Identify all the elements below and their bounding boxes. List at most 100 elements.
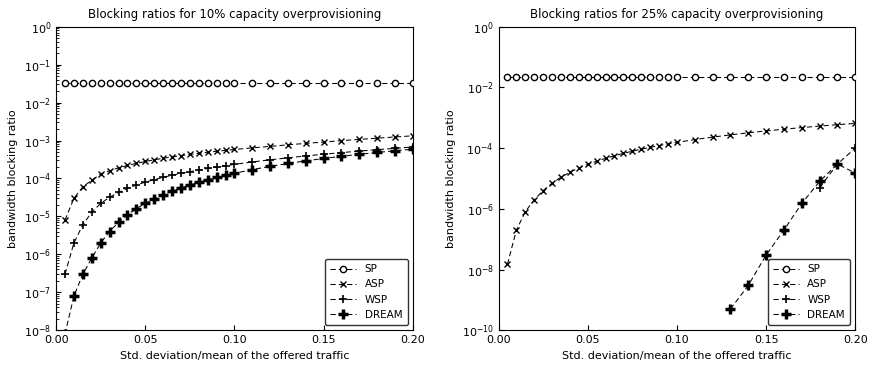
SP [663, 75, 674, 79]
WSP [122, 186, 132, 190]
WSP [158, 175, 168, 180]
ASP [609, 154, 619, 158]
SP [283, 81, 293, 86]
SP [618, 75, 629, 79]
SP [166, 81, 177, 86]
ASP [140, 159, 151, 164]
SP [672, 75, 682, 79]
DREAM [354, 152, 364, 156]
Y-axis label: bandwidth blocking ratio: bandwidth blocking ratio [9, 109, 18, 248]
WSP [247, 160, 258, 164]
SP [176, 81, 187, 86]
SP [95, 81, 106, 86]
DREAM [60, 332, 70, 336]
SP [547, 75, 557, 79]
SP [707, 75, 717, 79]
ASP [283, 142, 293, 147]
ASP [202, 150, 213, 155]
DREAM [336, 154, 347, 159]
ASP [185, 152, 195, 156]
SP [78, 81, 88, 86]
ASP [407, 134, 418, 138]
DREAM [122, 213, 132, 217]
ASP [511, 228, 521, 232]
DREAM [832, 162, 843, 166]
ASP [761, 129, 772, 133]
SP [104, 81, 115, 86]
ASP [113, 166, 124, 170]
SP [761, 75, 772, 79]
ASP [627, 149, 638, 154]
ASP [230, 147, 240, 152]
DREAM [68, 294, 79, 298]
ASP [78, 184, 88, 189]
ASP [87, 178, 97, 182]
WSP [78, 223, 88, 227]
ASP [265, 144, 275, 149]
Line: ASP: ASP [504, 120, 858, 268]
DREAM [850, 171, 860, 175]
DREAM [87, 256, 97, 260]
ASP [220, 148, 230, 152]
ASP [850, 121, 860, 125]
DREAM [211, 175, 222, 180]
DREAM [202, 177, 213, 182]
ASP [131, 161, 142, 166]
Line: WSP: WSP [60, 143, 417, 278]
DREAM [78, 272, 88, 276]
ASP [538, 188, 548, 193]
Title: Blocking ratios for 25% capacity overprovisioning: Blocking ratios for 25% capacity overpro… [530, 8, 823, 21]
WSP [104, 195, 115, 200]
DREAM [104, 229, 115, 234]
ASP [158, 156, 168, 161]
DREAM [300, 159, 311, 163]
ASP [779, 127, 789, 131]
SP [832, 75, 843, 79]
SP [230, 81, 240, 86]
DREAM [95, 241, 106, 245]
SP [149, 81, 159, 86]
DREAM [283, 161, 293, 166]
DREAM [158, 193, 168, 197]
Y-axis label: bandwidth blocking ratio: bandwidth blocking ratio [446, 109, 456, 248]
ASP [60, 218, 70, 222]
SP [627, 75, 638, 79]
DREAM [140, 201, 151, 206]
DREAM [743, 283, 753, 287]
SP [113, 81, 124, 86]
WSP [87, 210, 97, 214]
X-axis label: Std. deviation/mean of the offered traffic: Std. deviation/mean of the offered traff… [120, 351, 350, 361]
SP [815, 75, 825, 79]
WSP [194, 168, 204, 172]
ASP [591, 159, 602, 163]
WSP [113, 190, 124, 194]
SP [555, 75, 566, 79]
SP [407, 81, 418, 86]
ASP [832, 123, 843, 127]
WSP [300, 154, 311, 158]
SP [689, 75, 700, 79]
ASP [104, 169, 115, 173]
ASP [672, 140, 682, 145]
WSP [850, 146, 860, 150]
DREAM [265, 164, 275, 169]
ASP [211, 149, 222, 154]
SP [850, 75, 860, 79]
DREAM [166, 189, 177, 193]
WSP [220, 163, 230, 168]
ASP [529, 197, 540, 202]
SP [300, 81, 311, 86]
SP [725, 75, 736, 79]
ASP [372, 136, 383, 141]
DREAM [230, 171, 240, 176]
SP [372, 81, 383, 86]
WSP [131, 183, 142, 187]
DREAM [131, 206, 142, 211]
Line: ASP: ASP [61, 132, 416, 224]
SP [220, 81, 230, 86]
ASP [390, 135, 400, 139]
WSP [166, 173, 177, 177]
WSP [68, 241, 79, 245]
SP [520, 75, 531, 79]
SP [211, 81, 222, 86]
